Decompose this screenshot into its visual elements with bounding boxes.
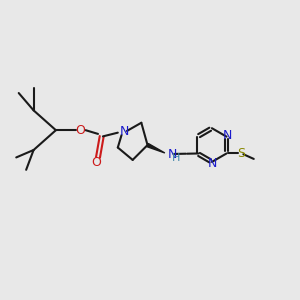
Text: N: N — [168, 148, 177, 161]
Text: O: O — [91, 156, 101, 169]
Text: N: N — [208, 157, 218, 169]
Polygon shape — [147, 143, 165, 153]
Text: O: O — [76, 124, 85, 137]
Text: S: S — [237, 147, 244, 160]
Text: N: N — [119, 125, 129, 138]
Text: N: N — [223, 129, 232, 142]
Text: H: H — [172, 153, 181, 163]
